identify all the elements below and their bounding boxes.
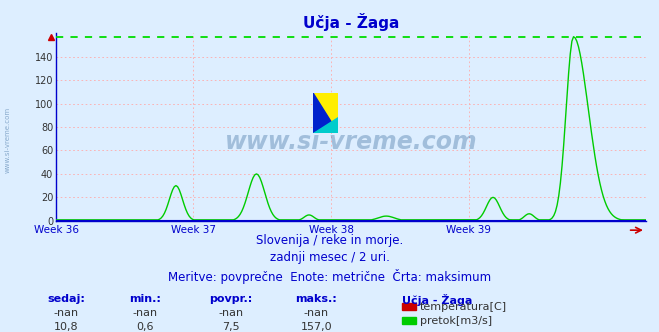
Text: min.:: min.: (129, 294, 161, 304)
Text: Meritve: povprečne  Enote: metrične  Črta: maksimum: Meritve: povprečne Enote: metrične Črta:… (168, 269, 491, 284)
Text: Slovenija / reke in morje.: Slovenija / reke in morje. (256, 234, 403, 247)
Polygon shape (313, 117, 338, 133)
Polygon shape (313, 93, 338, 133)
Text: povpr.:: povpr.: (209, 294, 252, 304)
Text: zadnji mesec / 2 uri.: zadnji mesec / 2 uri. (270, 251, 389, 264)
Text: www.si-vreme.com: www.si-vreme.com (225, 130, 477, 154)
Text: pretok[m3/s]: pretok[m3/s] (420, 316, 492, 326)
Text: sedaj:: sedaj: (47, 294, 85, 304)
Text: -nan: -nan (218, 308, 243, 318)
Text: 0,6: 0,6 (136, 322, 154, 332)
Text: 157,0: 157,0 (301, 322, 332, 332)
Text: 7,5: 7,5 (222, 322, 239, 332)
Polygon shape (313, 93, 338, 133)
Text: Učja - Žaga: Učja - Žaga (402, 294, 473, 306)
Text: 10,8: 10,8 (53, 322, 78, 332)
Text: -nan: -nan (304, 308, 329, 318)
Text: -nan: -nan (53, 308, 78, 318)
Text: -nan: -nan (132, 308, 158, 318)
Text: www.si-vreme.com: www.si-vreme.com (5, 106, 11, 173)
Text: temperatura[C]: temperatura[C] (420, 302, 507, 312)
Text: maks.:: maks.: (295, 294, 337, 304)
Title: Učja - Žaga: Učja - Žaga (302, 13, 399, 31)
